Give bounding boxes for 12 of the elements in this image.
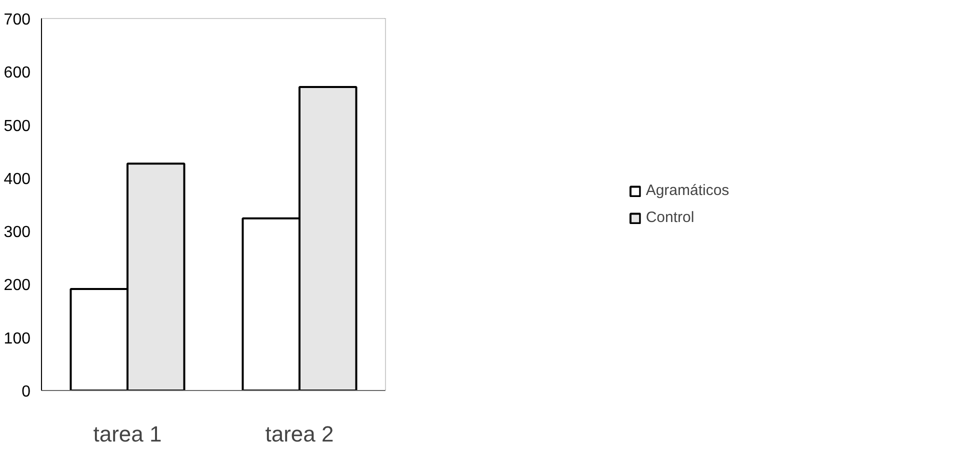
y-tick-label: 400 [4,170,31,188]
x-tick-label: tarea 2 [265,422,334,446]
y-tick-label: 500 [4,118,31,135]
y-tick-label: 700 [4,12,31,28]
y-tick-label: 200 [4,277,31,294]
y-tick-label: 600 [4,64,31,82]
y-tick-label: 300 [4,224,31,242]
x-tick-label: tarea 1 [93,422,162,446]
legend-label: Agramáticos [646,182,730,199]
y-tick-label: 100 [4,330,31,348]
legend-label: Control [646,209,694,226]
y-tick-label: 0 [22,384,31,400]
